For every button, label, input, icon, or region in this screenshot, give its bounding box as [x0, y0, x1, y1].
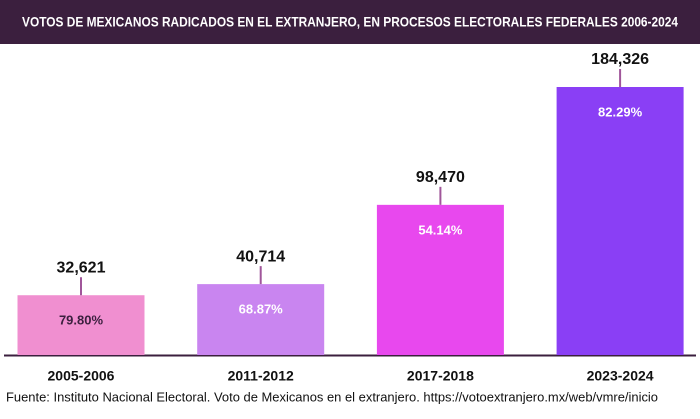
bar: [376, 204, 504, 355]
value-label: 40,714: [236, 248, 285, 265]
value-label: 32,621: [57, 259, 106, 276]
x-tick-label: 2011-2012: [228, 368, 294, 384]
x-tick-label: 2005-2006: [48, 368, 115, 384]
x-tick-label: 2023-2024: [587, 368, 654, 384]
x-tick-label: 2017-2018: [407, 368, 474, 384]
bar: [556, 87, 684, 355]
share-label: 79.80%: [59, 313, 104, 328]
share-label: 54.14%: [418, 222, 463, 237]
share-label: 82.29%: [598, 104, 643, 119]
bar: [17, 295, 145, 355]
chart-title: VOTOS DE MEXICANOS RADICADOS EN EL EXTRA…: [22, 14, 678, 30]
title-bar: [0, 0, 700, 44]
value-label: 98,470: [416, 169, 465, 186]
share-label: 68.87%: [239, 302, 284, 317]
bar: [197, 284, 325, 355]
source: Fuente: Instituto Nacional Electoral. Vo…: [6, 390, 658, 404]
value-label: 184,326: [591, 51, 649, 68]
